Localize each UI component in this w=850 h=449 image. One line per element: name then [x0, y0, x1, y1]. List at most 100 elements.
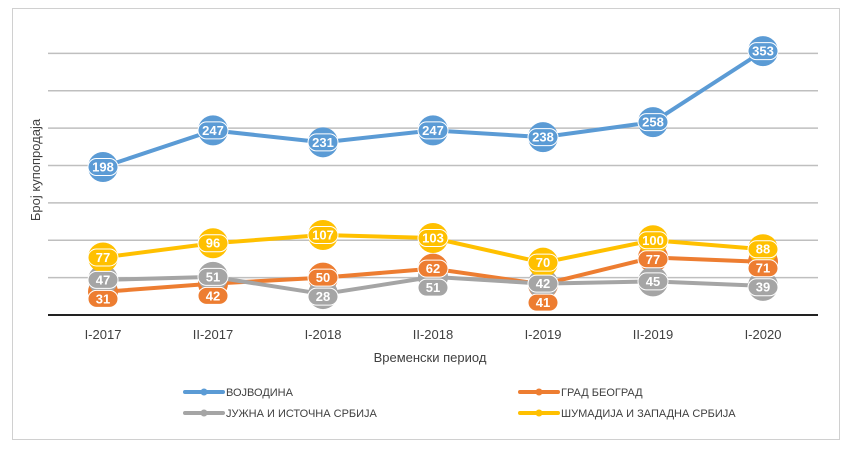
x-axis-title: Временски период [374, 350, 487, 365]
legend-label: ВОЈВОДИНА [226, 387, 294, 399]
data-label-badge [747, 259, 779, 278]
legend-marker [200, 409, 208, 417]
data-label: 231 [312, 135, 334, 150]
y-axis-title: Број купопродаја [28, 118, 43, 221]
chart-frame [12, 8, 840, 440]
data-label-group: 247 [417, 121, 449, 140]
data-label-group: 47 [87, 270, 119, 289]
data-label-badge [307, 268, 339, 287]
data-label-badge [87, 289, 119, 308]
data-label-badge [87, 270, 119, 289]
legend-item: ВОЈВОДИНА [183, 387, 294, 399]
data-label: 70 [536, 255, 550, 270]
data-label-badge [87, 157, 119, 176]
data-label-group: 42 [527, 274, 559, 293]
data-label-badge [527, 274, 559, 293]
data-label: 42 [206, 288, 220, 303]
legend-item: ЈУЖНА И ИСТОЧНА СРБИЈА [183, 408, 378, 420]
legend-marker [535, 409, 543, 417]
data-label-badge [307, 226, 339, 245]
data-label: 100 [642, 233, 664, 248]
legend-label: ЈУЖНА И ИСТОЧНА СРБИЈА [226, 408, 378, 420]
data-label: 247 [422, 123, 444, 138]
data-label-badge [527, 253, 559, 272]
data-label-badge [417, 229, 449, 248]
data-label: 42 [536, 276, 550, 291]
data-label: 51 [206, 269, 220, 284]
data-label-group: 103 [417, 229, 449, 248]
data-label-group: 88 [747, 240, 779, 259]
data-label-group: 231 [307, 133, 339, 152]
data-label: 353 [752, 44, 774, 59]
data-label-badge [747, 42, 779, 61]
data-label-badge [747, 240, 779, 259]
data-label-badge [527, 128, 559, 147]
data-label: 238 [532, 130, 554, 145]
x-tick-label: I-2019 [525, 327, 562, 342]
data-label-group: 51 [417, 278, 449, 297]
data-label-badge [417, 121, 449, 140]
data-label-group: 258 [637, 113, 669, 132]
data-label: 31 [96, 291, 110, 306]
data-label: 247 [202, 123, 224, 138]
legend-item: ГРАД БЕОГРАД [518, 387, 643, 399]
data-label-group: 41 [527, 293, 559, 312]
x-tick-label: II-2018 [413, 327, 453, 342]
data-label-group: 51 [197, 267, 229, 286]
data-label-badge [637, 113, 669, 132]
data-label-group: 70 [527, 253, 559, 272]
data-label: 71 [756, 261, 770, 276]
data-label-badge [307, 287, 339, 306]
data-label: 88 [756, 242, 770, 257]
data-label-badge [197, 121, 229, 140]
data-label-badge [197, 267, 229, 286]
data-label-group: 71 [747, 259, 779, 278]
data-label-group: 353 [747, 42, 779, 61]
data-label-group: 62 [417, 259, 449, 278]
x-tick-label: I-2020 [745, 327, 782, 342]
series-ВОЈВОДИНА [88, 36, 778, 182]
data-label: 107 [312, 228, 334, 243]
data-label-group: 107 [307, 226, 339, 245]
data-label: 41 [536, 295, 550, 310]
data-label-group: 45 [637, 272, 669, 291]
legend-label: ШУМАДИЈА И ЗАПАДНА СРБИЈА [561, 408, 736, 420]
data-label: 258 [642, 115, 664, 130]
data-label-group: 247 [197, 121, 229, 140]
data-label-badge [417, 278, 449, 297]
data-label-badge [637, 231, 669, 250]
data-label-group: 50 [307, 268, 339, 287]
data-label-badge [747, 278, 779, 297]
legend-marker [535, 388, 543, 396]
x-tick-label: II-2019 [633, 327, 673, 342]
data-label-badge [87, 248, 119, 267]
data-label-group: 96 [197, 234, 229, 253]
data-label-badge [527, 293, 559, 312]
data-label-badge [417, 259, 449, 278]
data-label-badge [637, 250, 669, 269]
data-label: 77 [646, 252, 660, 267]
x-tick-label: I-2018 [305, 327, 342, 342]
data-label-group: 31 [87, 289, 119, 308]
legend-marker [200, 388, 208, 396]
data-label-group: 77 [637, 250, 669, 269]
data-label-group: 198 [87, 157, 119, 176]
data-label-badge [197, 234, 229, 253]
legend-item: ШУМАДИЈА И ЗАПАДНА СРБИЈА [518, 408, 736, 420]
data-label-group: 100 [637, 231, 669, 250]
x-tick-label: II-2017 [193, 327, 233, 342]
data-label: 77 [96, 250, 110, 265]
data-label-badge [637, 272, 669, 291]
data-label-group: 77 [87, 248, 119, 267]
x-tick-labels: I-2017 II-2017 I-2018 II-2018 I-2019 II-2019 I… [85, 327, 782, 342]
data-label: 45 [646, 274, 660, 289]
data-label: 51 [426, 280, 440, 295]
data-label-group: 238 [527, 128, 559, 147]
data-label: 28 [316, 289, 330, 304]
data-label: 198 [92, 159, 114, 174]
legend: ВОЈВОДИНА ГРАД БЕОГРАД ЈУЖНА И ИСТОЧНА СРБ… [183, 387, 736, 420]
data-label: 62 [426, 261, 440, 276]
data-label-group: 28 [307, 287, 339, 306]
data-labels: 198 77 47 31 247 96 51 42 231 107 50 28 247 103 62 51 23… [87, 42, 779, 312]
